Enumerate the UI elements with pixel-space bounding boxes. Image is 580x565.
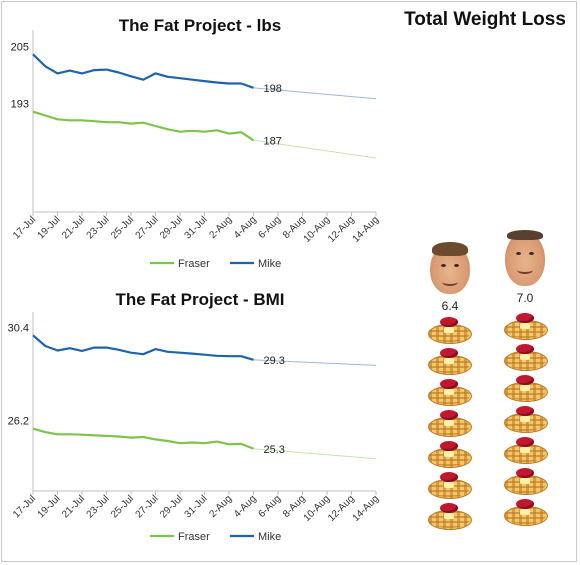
chart-title: The Fat Project - BMI <box>115 290 285 309</box>
x-tick-label: 29-Jul <box>158 214 185 241</box>
legend-label-fraser: Fraser <box>178 531 210 543</box>
x-tick-label: 27-Jul <box>134 214 161 241</box>
lbs-chart-plot: 17-Jul19-Jul21-Jul23-Jul25-Jul27-Jul29-J… <box>11 30 382 270</box>
waffle-icon <box>502 343 548 371</box>
start-value-label: 205 <box>11 41 29 53</box>
waffle-icon <box>502 312 548 340</box>
person-fraser: 6.4 <box>420 242 480 313</box>
x-tick-label: 4-Aug <box>232 214 259 241</box>
waffle-icon <box>426 409 472 437</box>
x-tick-label: 31-Jul <box>183 214 210 241</box>
waffle-icon <box>502 405 548 433</box>
fraser-waffle-column <box>424 316 474 533</box>
x-tick-label: 27-Jul <box>134 493 161 520</box>
x-tick-label: 23-Jul <box>85 214 112 241</box>
start-value-label: 30.4 <box>8 322 29 334</box>
x-tick-label: 19-Jul <box>36 493 63 520</box>
x-tick-label: 19-Jul <box>36 214 63 241</box>
mike-total-loss: 7.0 <box>516 291 534 305</box>
waffle-icon <box>426 440 472 468</box>
x-tick-label: 31-Jul <box>183 493 210 520</box>
start-value-label: 26.2 <box>8 416 29 428</box>
bmi-chart: The Fat Project - BMI 17-Jul 19-Jul 21-Jul… <box>0 282 400 564</box>
x-tick-label: 14-Aug <box>351 493 382 524</box>
chart-title: The Fat Project - lbs <box>118 16 282 35</box>
legend-label-mike: Mike <box>258 258 281 270</box>
trend-line-fraser <box>253 448 377 460</box>
waffle-icon <box>426 316 472 344</box>
legend-label-fraser: Fraser <box>178 258 210 270</box>
x-tick-label: 10-Aug <box>302 214 333 245</box>
x-tick-label: 21-Jul <box>60 214 87 241</box>
data-label-mike: 198 <box>264 83 282 95</box>
x-tick-label: 21-Jul <box>60 493 87 520</box>
fraser-face-icon <box>430 242 470 294</box>
trend-line-mike <box>253 87 377 100</box>
bmi-chart-plot: 17-Jul19-Jul21-Jul23-Jul25-Jul27-Jul29-J… <box>8 312 382 543</box>
start-value-label: 193 <box>11 99 29 111</box>
series-line-mike <box>32 334 254 361</box>
person-mike: 7.0 <box>495 230 555 305</box>
total-weight-loss-title: Total Weight Loss <box>404 9 566 30</box>
x-tick-label: 25-Jul <box>109 214 136 241</box>
waffle-icon <box>502 436 548 464</box>
waffle-icon <box>502 467 548 495</box>
trend-line-fraser <box>253 139 377 159</box>
x-tick-label: 23-Jul <box>85 493 112 520</box>
x-tick-label: 29-Jul <box>158 493 185 520</box>
waffle-icon <box>426 378 472 406</box>
x-tick-label: 2-Aug <box>207 214 234 241</box>
x-tick-label: 6-Aug <box>256 493 283 520</box>
waffle-icon <box>426 347 472 375</box>
series-line-fraser <box>32 110 255 142</box>
lbs-chart: The Fat Project - lbs 17-Jul 19-Jul 21-Jul… <box>0 0 400 282</box>
x-tick-label: 2-Aug <box>207 493 234 520</box>
x-tick-label: 12-Aug <box>326 493 357 524</box>
series-line-fraser <box>32 427 254 450</box>
data-label-mike: 29.3 <box>264 355 285 367</box>
legend-label-mike: Mike <box>258 531 281 543</box>
mike-face-icon <box>505 230 545 286</box>
x-tick-label: 10-Aug <box>302 493 333 524</box>
data-label-fraser: 25.3 <box>264 444 285 456</box>
x-tick-label: 25-Jul <box>109 493 136 520</box>
waffle-icon <box>426 502 472 530</box>
x-tick-label: 4-Aug <box>232 493 259 520</box>
waffle-icon <box>502 498 548 526</box>
x-tick-label: 14-Aug <box>351 214 382 245</box>
x-tick-label: 17-Jul <box>11 493 38 520</box>
fraser-total-loss: 6.4 <box>441 299 459 313</box>
waffle-icon <box>502 374 548 402</box>
data-label-fraser: 187 <box>264 135 282 147</box>
series-line-mike <box>32 53 254 89</box>
x-tick-label: 12-Aug <box>326 214 357 245</box>
mike-waffle-column <box>500 312 550 529</box>
trend-line-mike <box>253 359 377 366</box>
x-tick-label: 6-Aug <box>256 214 283 241</box>
waffle-icon <box>426 471 472 499</box>
x-tick-label: 17-Jul <box>11 214 38 241</box>
